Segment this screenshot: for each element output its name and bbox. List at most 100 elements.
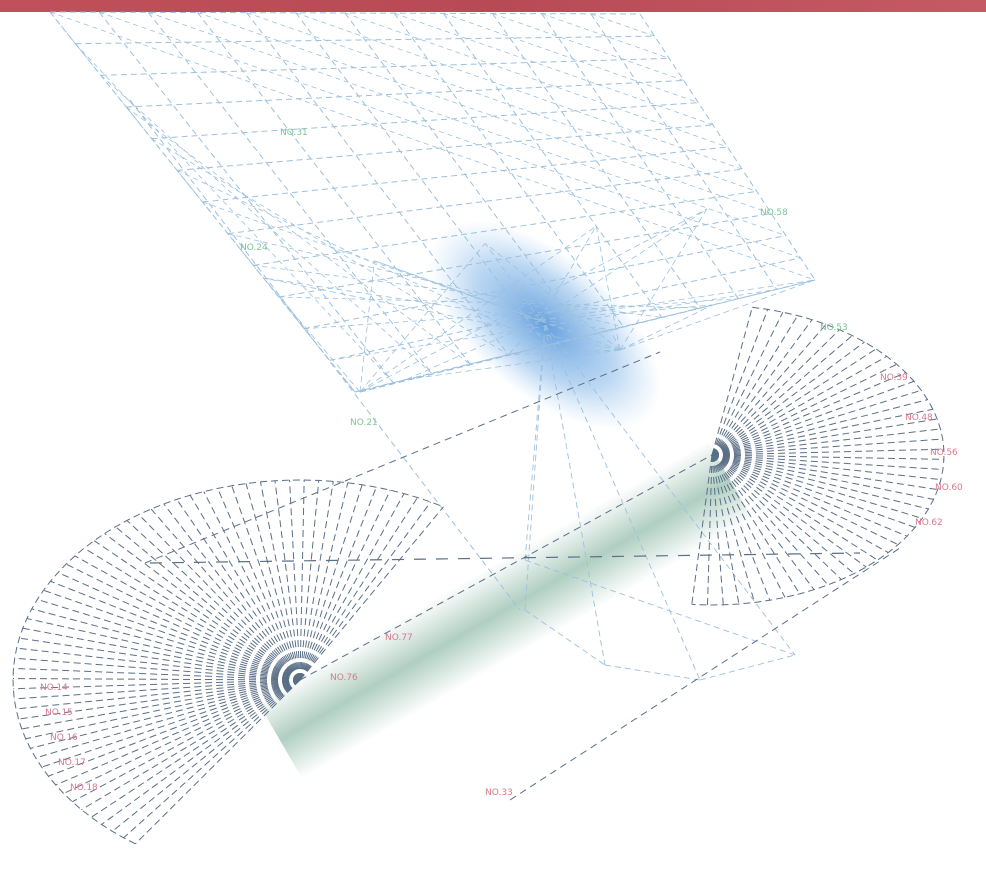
fan-spoke (16, 647, 301, 681)
mesh-ray (359, 243, 486, 393)
fan-spoke (57, 572, 301, 681)
fan-spoke (259, 481, 301, 681)
mesh-diagonal (246, 12, 757, 192)
mesh-line (639, 13, 816, 281)
fan-spoke (74, 555, 301, 681)
fan-spoke (711, 324, 827, 456)
fan-spoke (126, 520, 301, 681)
mesh-ray (485, 243, 621, 351)
mesh-ray (619, 279, 816, 351)
mesh-ray (539, 304, 713, 321)
support-line (544, 324, 606, 666)
fan-spoke (41, 679, 301, 768)
fan-spoke (711, 454, 943, 471)
fan-spoke (63, 679, 301, 794)
fan-spoke (14, 657, 301, 681)
mesh-diagonal (329, 288, 777, 361)
mesh-ray (595, 226, 621, 351)
fan-spoke (299, 497, 418, 681)
fan-spoke (299, 484, 363, 681)
fan-spoke (50, 580, 301, 681)
mesh-line (126, 80, 684, 108)
fan-spoke (711, 454, 771, 601)
fan-spoke (115, 526, 301, 681)
mesh-line (202, 146, 728, 203)
fan-spoke (299, 489, 391, 681)
fan-outline (12, 479, 444, 845)
fan-spoke (711, 408, 934, 456)
mesh-diagonal (99, 11, 801, 259)
node-label: NO.76 (330, 673, 358, 683)
support-line (524, 609, 606, 666)
fan-spoke (707, 454, 713, 605)
fan-spoke (13, 679, 301, 690)
mesh-diagonal (227, 233, 624, 328)
mesh-line (590, 13, 778, 290)
node-label: NO.62 (915, 518, 943, 528)
fan-spoke (711, 335, 853, 456)
fan-spoke (711, 454, 916, 528)
connector (509, 547, 901, 801)
upper-mesh (49, 11, 816, 681)
mesh-ray (263, 277, 541, 321)
node-label: NO.60 (935, 483, 963, 493)
mesh-line (295, 12, 548, 346)
fan-spoke (90, 679, 301, 818)
fan-spoke (711, 454, 938, 491)
green-band (257, 441, 753, 779)
fan-spoke (15, 679, 301, 710)
node-label: NO.31 (280, 128, 308, 138)
fan-spoke (138, 514, 301, 681)
mesh-ray (539, 279, 816, 321)
fan-spoke (43, 589, 301, 681)
mesh-line (147, 12, 433, 374)
fan-spoke (711, 454, 929, 510)
mesh-ray (405, 319, 541, 380)
fan-spoke (35, 679, 301, 759)
support-line (544, 324, 796, 656)
fan-spoke (104, 533, 301, 681)
mesh-line (100, 57, 670, 76)
fan-spoke (711, 454, 842, 580)
fan-spoke (14, 679, 301, 700)
fan-spoke (711, 454, 786, 598)
fan-spoke (135, 679, 301, 845)
fan-spoke (18, 679, 301, 720)
fan-spoke (48, 679, 301, 777)
mesh-diagonal (492, 13, 684, 81)
mesh-diagonal (344, 12, 728, 148)
fan-spoke (189, 494, 301, 681)
mesh-ray (359, 260, 375, 393)
fan-spoke (711, 454, 740, 605)
fans (12, 306, 945, 845)
top-banner (0, 0, 986, 12)
fan-spoke (711, 454, 941, 481)
fan-spoke (19, 637, 301, 681)
fan-spoke (711, 454, 944, 460)
node-label: NO.21 (350, 418, 378, 428)
fan-spoke (711, 454, 908, 537)
mesh-diagonal (541, 13, 670, 59)
fan-spoke (13, 678, 301, 681)
mesh-ray (263, 277, 361, 393)
mesh-diagonal (394, 12, 714, 126)
fan-spoke (711, 454, 899, 546)
support-line (544, 324, 701, 681)
fan-spoke (150, 508, 301, 681)
fan-spoke (30, 679, 301, 749)
mesh-ray (406, 349, 621, 380)
fan-spoke (711, 428, 941, 456)
mesh-line (492, 13, 701, 309)
connector (144, 351, 661, 564)
node-label: NO.53 (820, 323, 848, 333)
fan-spoke (176, 499, 301, 681)
fan-spoke (711, 454, 829, 586)
node-label: NO.16 (50, 733, 78, 743)
support-line (604, 664, 701, 681)
fan-spoke (299, 506, 444, 681)
fan-spoke (72, 679, 301, 803)
fan-spoke (711, 438, 943, 456)
fan-spoke (711, 389, 922, 456)
mesh-line (393, 12, 624, 327)
